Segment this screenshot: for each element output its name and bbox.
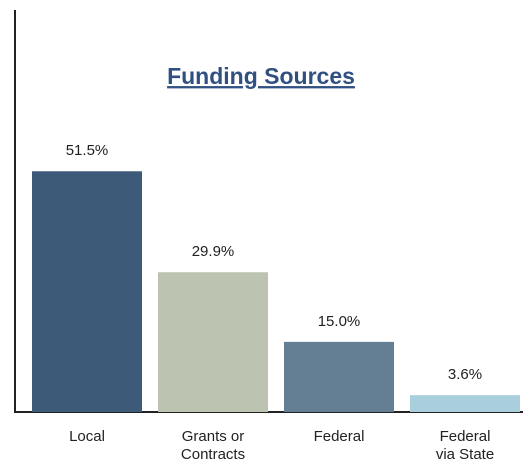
value-label: 29.9% — [192, 243, 235, 260]
bar — [284, 341, 394, 412]
value-label: 51.5% — [66, 142, 109, 159]
bar — [158, 272, 268, 412]
value-label: 3.6% — [448, 366, 482, 383]
chart-title: Funding Sources — [167, 63, 355, 89]
bar — [32, 171, 142, 412]
x-tick-label: Local — [69, 428, 105, 445]
x-tick-label: Grants or Contracts — [180, 428, 246, 463]
x-tick-label: Federal — [313, 428, 365, 445]
x-tick-label: Federal via State — [435, 428, 495, 463]
bar — [410, 395, 520, 412]
value-label: 15.0% — [318, 313, 361, 330]
